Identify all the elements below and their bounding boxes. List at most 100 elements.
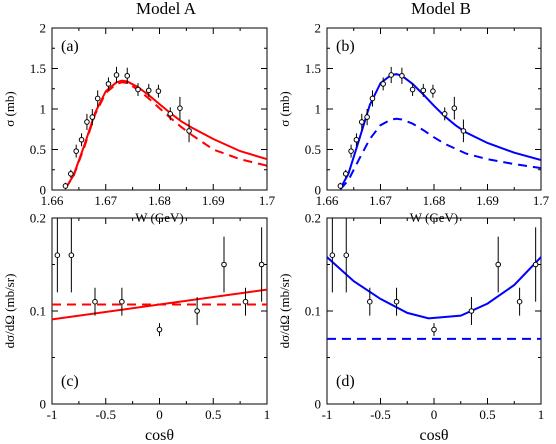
x-axis-label: cosθ	[145, 427, 174, 444]
chart-panel-c: -1 -0.5 0 0.5 1 0 0.1 0.2 cosθ dσ/dΩ (mb/sr) (c)	[2, 211, 270, 444]
data-point	[337, 183, 344, 189]
data-point	[94, 95, 101, 102]
data-point	[78, 136, 85, 143]
data-point	[358, 119, 365, 125]
data-point	[393, 298, 400, 305]
data-point	[388, 72, 395, 78]
data-point	[177, 105, 183, 111]
data-point	[420, 87, 427, 94]
data-point	[367, 298, 373, 305]
title-model-a: Model A	[136, 0, 197, 18]
x-tick-label: 1.7	[259, 193, 276, 208]
x-tick-label: 0.5	[205, 407, 221, 422]
data-point	[451, 105, 458, 111]
data-point	[430, 88, 436, 94]
data-point	[92, 298, 98, 305]
data-point	[342, 171, 349, 177]
data-point	[62, 183, 69, 189]
data-point	[348, 148, 354, 154]
data-point	[135, 86, 141, 93]
y-tick-label: 0.5	[305, 142, 321, 157]
y-tick-label: 0.2	[305, 211, 321, 226]
x-tick-label: 1.68	[423, 193, 446, 208]
data-point	[532, 261, 539, 268]
y-tick-label: 0.1	[305, 304, 321, 319]
x-tick-label: -0.5	[95, 407, 116, 422]
y-tick-label: 1.5	[30, 61, 46, 76]
y-axis-label: σ (mb)	[277, 91, 292, 127]
chart-panel-d: -1 -0.5 0 0.5 1 0 0.1 0.2 cosθ dσ/dΩ (mb/sr) (d)	[277, 211, 544, 444]
solid-curve	[327, 256, 541, 320]
x-tick-label: 0.5	[479, 407, 495, 422]
data-point	[369, 95, 376, 102]
data-point	[460, 128, 467, 134]
y-tick-label: 1.5	[305, 61, 321, 76]
y-tick-label: 0.1	[30, 304, 46, 319]
data-point	[84, 119, 90, 125]
x-tick-label: -0.5	[370, 407, 391, 422]
y-tick-label: 0.2	[30, 211, 46, 226]
y-tick-label: 0	[315, 183, 322, 198]
y-tick-label: 0	[40, 397, 47, 412]
panel-label: (c)	[61, 373, 79, 390]
y-tick-label: 0	[315, 397, 322, 412]
chart-panel-a: 1.66 1.67 1.68 1.69 1.700.511.52W (GeV)σ (mb…	[2, 21, 276, 226]
panel-label: (b)	[336, 38, 355, 55]
x-tick-label: 1	[538, 407, 545, 422]
dashed-curve	[339, 117, 541, 190]
x-tick-label: 0	[431, 407, 438, 422]
data-point	[113, 72, 120, 78]
data-point	[194, 308, 200, 314]
x-tick-label: 0	[156, 407, 163, 422]
x-tick-label: -1	[47, 407, 58, 422]
data-point	[364, 114, 370, 120]
panel-label: (a)	[61, 38, 79, 55]
data-point	[343, 252, 350, 258]
x-tick-label: 1.67	[369, 193, 392, 208]
x-tick-label: 1.69	[476, 193, 499, 208]
y-tick-label: 0.5	[30, 142, 46, 157]
y-axis-label: σ (mb)	[2, 91, 17, 127]
panel-label: (d)	[336, 373, 355, 390]
x-tick-label: 1.7	[533, 193, 550, 208]
data-point	[221, 261, 227, 268]
x-tick-label: -1	[322, 407, 333, 422]
data-point	[68, 252, 75, 258]
x-tick-label: 1.66	[41, 193, 64, 208]
data-point	[431, 326, 437, 333]
x-axis-label: cosθ	[420, 427, 449, 444]
y-tick-label: 2	[315, 21, 322, 36]
y-tick-label: 2	[40, 21, 47, 36]
y-axis-label: dσ/dΩ (mb/sr)	[277, 274, 292, 349]
data-point	[329, 252, 336, 258]
data-point	[145, 87, 152, 94]
data-point	[380, 81, 386, 87]
x-tick-label: 1.66	[316, 193, 339, 208]
data-point	[124, 72, 131, 79]
plot-frame	[326, 27, 542, 191]
data-point	[441, 111, 448, 117]
data-point	[73, 148, 79, 154]
data-point	[119, 298, 125, 305]
plot-frame	[326, 217, 542, 405]
data-point	[156, 326, 163, 333]
x-tick-label: 1.69	[202, 193, 225, 208]
data-point	[186, 128, 192, 134]
data-point	[399, 72, 405, 79]
data-point	[495, 261, 502, 268]
data-point	[516, 298, 523, 305]
x-tick-label: 1.68	[148, 193, 171, 208]
data-point	[258, 261, 265, 268]
y-tick-label: 0	[40, 183, 47, 198]
data-point	[242, 298, 249, 305]
y-axis-label: dσ/dΩ (mb/sr)	[2, 274, 17, 349]
y-tick-label: 1	[40, 102, 47, 117]
data-point	[155, 88, 162, 94]
y-tick-label: 1	[315, 102, 322, 117]
data-point	[167, 111, 174, 117]
data-point	[54, 252, 61, 258]
data-point	[105, 81, 112, 87]
title-model-b: Model B	[411, 0, 471, 18]
x-tick-label: 1	[264, 407, 271, 422]
